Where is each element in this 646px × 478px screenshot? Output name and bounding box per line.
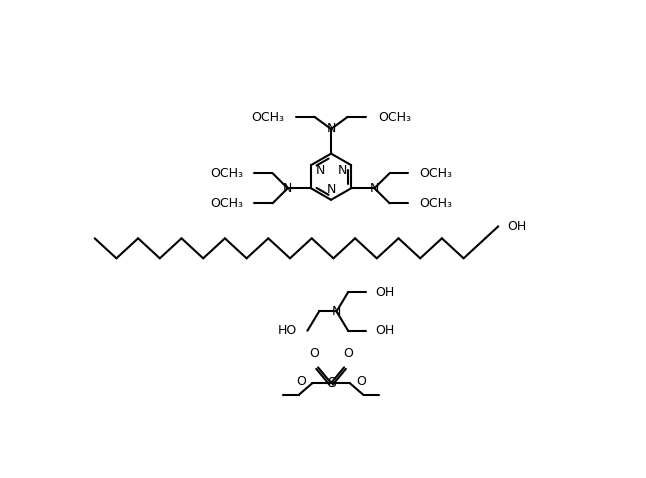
Text: N: N bbox=[315, 164, 325, 177]
Text: N: N bbox=[283, 182, 293, 195]
Text: OH: OH bbox=[375, 286, 395, 299]
Text: OCH₃: OCH₃ bbox=[210, 167, 243, 180]
Text: S: S bbox=[327, 376, 335, 390]
Text: O: O bbox=[343, 347, 353, 359]
Text: HO: HO bbox=[278, 324, 297, 337]
Text: N: N bbox=[326, 183, 336, 196]
Text: O: O bbox=[297, 375, 306, 388]
Text: O: O bbox=[356, 375, 366, 388]
Text: N: N bbox=[337, 164, 347, 177]
Text: N: N bbox=[326, 122, 336, 135]
Text: N: N bbox=[332, 305, 341, 318]
Text: OH: OH bbox=[375, 324, 395, 337]
Text: O: O bbox=[309, 347, 319, 359]
Text: OCH₃: OCH₃ bbox=[251, 110, 284, 124]
Text: OCH₃: OCH₃ bbox=[210, 197, 243, 210]
Text: N: N bbox=[370, 182, 379, 195]
Text: OCH₃: OCH₃ bbox=[378, 110, 412, 124]
Text: OCH₃: OCH₃ bbox=[419, 167, 452, 180]
Text: OCH₃: OCH₃ bbox=[419, 197, 452, 210]
Text: OH: OH bbox=[508, 220, 527, 233]
